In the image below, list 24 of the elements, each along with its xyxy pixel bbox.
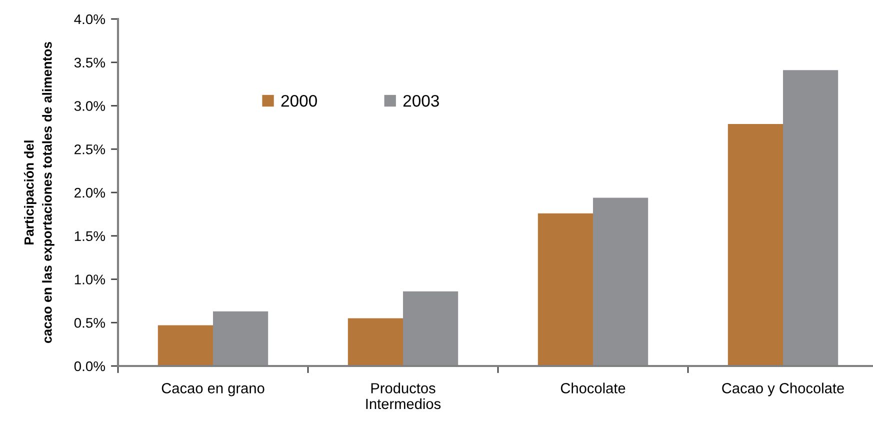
bar: [728, 124, 783, 366]
x-tick-label: Cacao en grano: [162, 383, 264, 396]
bar: [213, 311, 268, 366]
x-tick-label: Cacao y Chocolate: [722, 382, 844, 396]
y-tick-label: 4.0%: [74, 14, 106, 24]
legend-label: 2000: [281, 94, 317, 107]
y-tick-label: 2.0%: [74, 188, 106, 198]
legend-label: 2003: [403, 94, 439, 107]
y-tick-label: 1.0%: [74, 274, 106, 284]
y-tick-label: 3.0%: [74, 101, 106, 111]
y-tick-label: 0.0%: [74, 361, 106, 372]
y-tick-label: 1.5%: [74, 231, 106, 242]
bar: [403, 291, 458, 366]
x-tick-label: Chocolate: [560, 382, 626, 394]
bar: [538, 213, 593, 366]
y-tick-label: 3.5%: [74, 58, 106, 68]
y-tick-label: 0.5%: [74, 318, 106, 328]
bar: [783, 70, 838, 366]
y-axis-title: Participación del cacao en las exportaciones totales de alimentos: [24, 42, 54, 344]
y-tick-label: 2.5%: [74, 144, 106, 154]
bar: [158, 325, 213, 366]
bar: [593, 198, 648, 366]
bar: [348, 318, 403, 366]
x-tick-label: Productos Intermedios: [366, 382, 441, 410]
